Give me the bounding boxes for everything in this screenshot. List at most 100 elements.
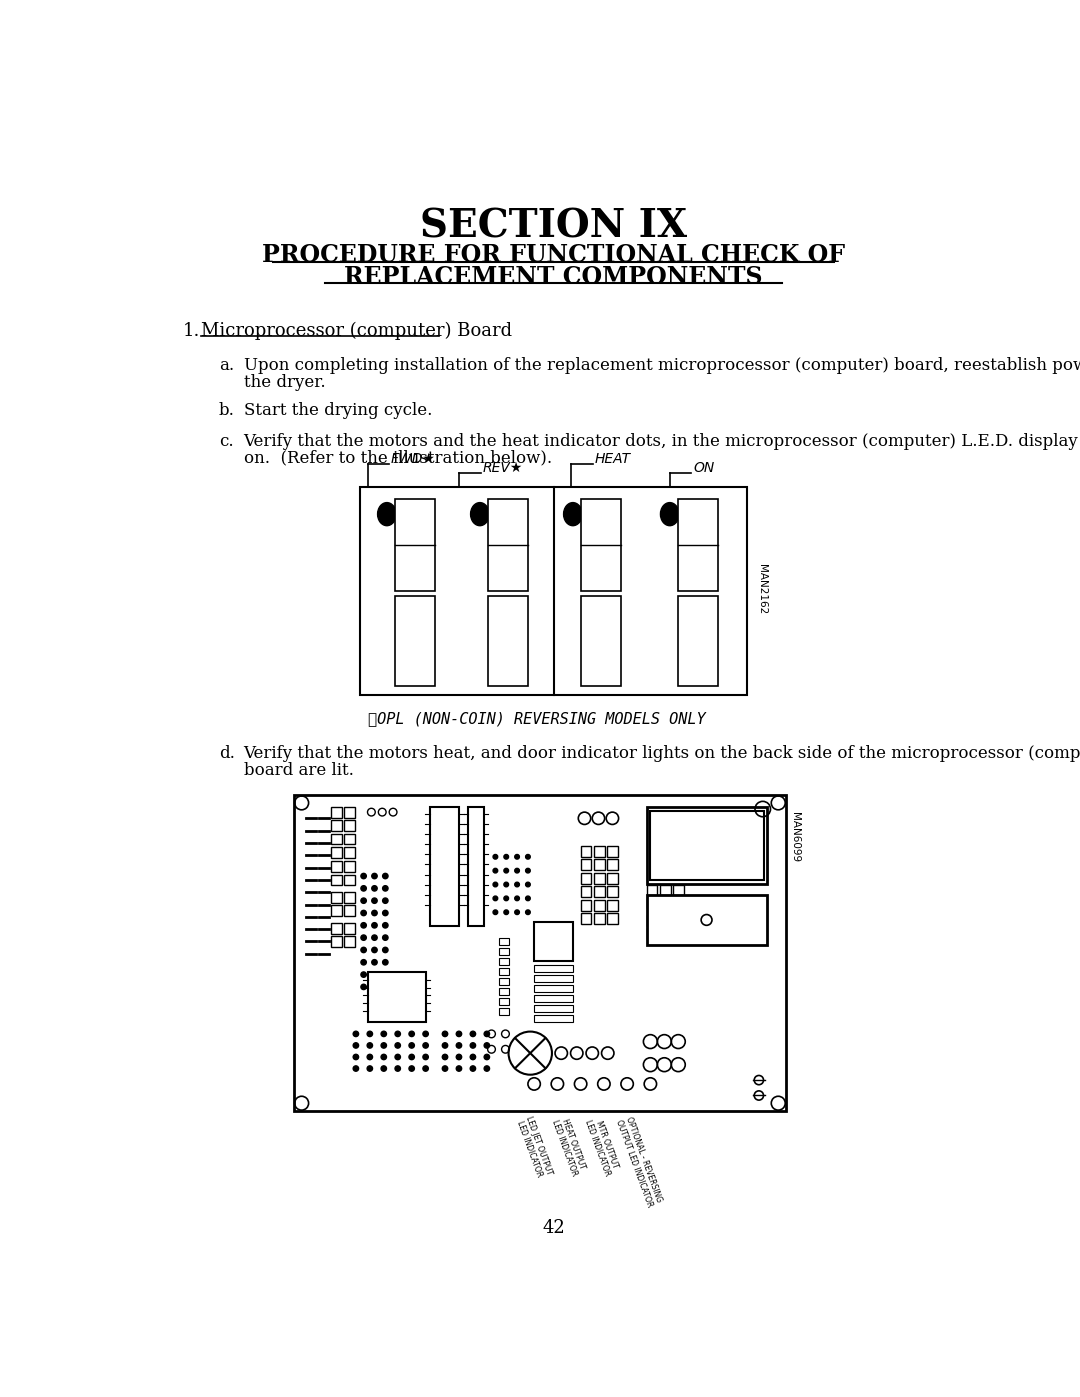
Circle shape — [494, 869, 498, 873]
Bar — [469, 806, 484, 926]
Bar — [345, 847, 355, 858]
Circle shape — [504, 895, 509, 901]
Circle shape — [470, 1066, 475, 1071]
Bar — [607, 914, 618, 923]
Bar — [647, 806, 767, 884]
Text: HEAT: HEAT — [595, 451, 631, 465]
Circle shape — [382, 972, 388, 978]
Circle shape — [367, 1055, 373, 1060]
Bar — [594, 914, 605, 923]
Text: d.: d. — [218, 745, 234, 763]
Circle shape — [382, 911, 388, 915]
Circle shape — [353, 1066, 359, 1071]
Bar — [677, 499, 718, 591]
Text: HEAT OUTPUT
LED INDICATOR: HEAT OUTPUT LED INDICATOR — [550, 1115, 589, 1176]
Text: SECTION IX: SECTION IX — [420, 208, 687, 246]
Circle shape — [367, 1031, 373, 1037]
Circle shape — [409, 1042, 415, 1048]
Bar — [535, 964, 572, 972]
Text: MAN2162: MAN2162 — [757, 564, 767, 615]
Circle shape — [526, 909, 530, 915]
Ellipse shape — [471, 503, 489, 525]
Bar — [535, 922, 572, 961]
Circle shape — [382, 985, 388, 989]
Bar — [647, 898, 658, 908]
Text: on.  (Refer to the illustration below).: on. (Refer to the illustration below). — [243, 450, 552, 467]
Circle shape — [526, 882, 530, 887]
Bar — [581, 595, 621, 686]
Bar — [332, 847, 342, 858]
Bar — [332, 834, 342, 844]
Bar — [607, 886, 618, 897]
Bar — [332, 905, 342, 916]
Bar — [535, 975, 572, 982]
Bar — [673, 898, 684, 908]
Circle shape — [361, 911, 366, 915]
Text: PROCEDURE FOR FUNCTIONAL CHECK OF: PROCEDURE FOR FUNCTIONAL CHECK OF — [262, 243, 845, 267]
Bar — [581, 886, 592, 897]
Text: MAN6099: MAN6099 — [789, 813, 800, 862]
Circle shape — [470, 1042, 475, 1048]
Circle shape — [361, 873, 366, 879]
Bar — [581, 847, 592, 856]
Ellipse shape — [378, 503, 396, 525]
Bar — [367, 972, 426, 1023]
Circle shape — [526, 869, 530, 873]
Circle shape — [443, 1055, 448, 1060]
Circle shape — [372, 873, 377, 879]
Bar — [345, 862, 355, 872]
Circle shape — [361, 972, 366, 978]
Circle shape — [353, 1055, 359, 1060]
Bar — [660, 915, 671, 926]
Text: 1.: 1. — [183, 321, 201, 339]
Circle shape — [353, 1042, 359, 1048]
Text: b.: b. — [218, 402, 234, 419]
Bar — [673, 884, 684, 895]
Bar — [581, 900, 592, 911]
Circle shape — [361, 898, 366, 904]
Bar — [647, 929, 658, 939]
Circle shape — [382, 935, 388, 940]
Bar — [647, 895, 767, 946]
Text: the dryer.: the dryer. — [243, 374, 325, 391]
Bar — [499, 978, 509, 985]
Bar — [581, 859, 592, 870]
Circle shape — [443, 1066, 448, 1071]
Bar — [660, 884, 671, 895]
Circle shape — [372, 935, 377, 940]
Text: board are lit.: board are lit. — [243, 763, 353, 780]
Bar — [332, 893, 342, 902]
Circle shape — [361, 960, 366, 965]
Bar — [345, 893, 355, 902]
Bar — [345, 820, 355, 831]
Circle shape — [484, 1042, 489, 1048]
Bar — [345, 875, 355, 886]
Bar — [607, 859, 618, 870]
Circle shape — [443, 1031, 448, 1037]
Bar — [594, 873, 605, 884]
Bar — [499, 988, 509, 996]
Circle shape — [494, 882, 498, 887]
Bar — [499, 937, 509, 946]
Bar — [345, 936, 355, 947]
Circle shape — [381, 1042, 387, 1048]
Circle shape — [423, 1055, 429, 1060]
Circle shape — [372, 960, 377, 965]
Text: MTR OUTPUT
LED INDICATOR: MTR OUTPUT LED INDICATOR — [583, 1115, 622, 1176]
Bar — [499, 947, 509, 956]
Circle shape — [372, 922, 377, 928]
Bar — [488, 499, 528, 591]
Circle shape — [361, 935, 366, 940]
Bar — [332, 875, 342, 886]
Text: Verify that the motors and the heat indicator dots, in the microprocessor (compu: Verify that the motors and the heat indi… — [243, 433, 1080, 450]
Circle shape — [484, 1066, 489, 1071]
Bar — [673, 915, 684, 926]
Circle shape — [382, 960, 388, 965]
Circle shape — [494, 855, 498, 859]
Circle shape — [382, 873, 388, 879]
Circle shape — [409, 1055, 415, 1060]
Circle shape — [372, 911, 377, 915]
Bar — [430, 806, 459, 926]
Bar — [607, 873, 618, 884]
Circle shape — [504, 882, 509, 887]
